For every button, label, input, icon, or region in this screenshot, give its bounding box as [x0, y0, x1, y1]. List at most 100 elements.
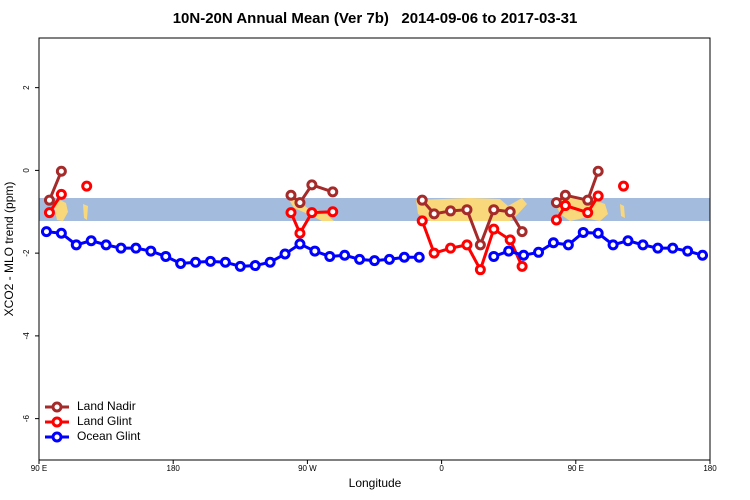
point [43, 194, 55, 206]
point [488, 250, 500, 262]
point [145, 245, 157, 257]
point [516, 260, 528, 272]
y-tick-label: 2 [22, 85, 31, 90]
point [518, 249, 530, 261]
legend-label: Land Nadir [77, 399, 136, 413]
plot-frame [38, 37, 711, 461]
point [398, 251, 410, 263]
point [324, 250, 336, 262]
y-tick-label: -4 [22, 332, 31, 340]
point [294, 238, 306, 250]
point [55, 188, 67, 200]
point [294, 197, 306, 209]
point [550, 197, 562, 209]
map-band [39, 198, 710, 221]
point [577, 226, 589, 238]
point [219, 256, 231, 268]
point [503, 245, 515, 257]
point [416, 215, 428, 227]
point [559, 189, 571, 201]
point [618, 180, 630, 192]
point [428, 208, 440, 220]
x-tick-label: 90 E [31, 464, 47, 473]
point [516, 226, 528, 238]
point [562, 239, 574, 251]
point [607, 239, 619, 251]
point [190, 256, 202, 268]
point [294, 227, 306, 239]
point [85, 235, 97, 247]
point [550, 214, 562, 226]
point [55, 165, 67, 177]
point [461, 239, 473, 251]
point [354, 253, 366, 265]
x-tick-label: 0 [439, 464, 444, 473]
x-tick-label: 180 [167, 464, 181, 473]
point [416, 194, 428, 206]
point [204, 255, 216, 267]
point [40, 226, 52, 238]
point [70, 239, 82, 251]
x-tick-label: 90 W [298, 464, 317, 473]
point [592, 190, 604, 202]
legend-marker [51, 401, 63, 413]
point [309, 245, 321, 257]
point [547, 237, 559, 249]
point [428, 247, 440, 259]
point [504, 206, 516, 218]
point [160, 250, 172, 262]
point [285, 189, 297, 201]
legend-marker [51, 431, 63, 443]
point [279, 248, 291, 260]
point [682, 245, 694, 257]
legend-label: Ocean Glint [77, 429, 141, 443]
point [306, 207, 318, 219]
x-axis-label: Longitude [349, 476, 402, 490]
point [697, 249, 709, 261]
point [504, 234, 516, 246]
point [622, 235, 634, 247]
legend-label: Land Glint [77, 414, 132, 428]
point [339, 249, 351, 261]
point [667, 242, 679, 254]
point [175, 257, 187, 269]
y-tick-label: -6 [22, 415, 31, 423]
y-tick-label: -2 [22, 249, 31, 257]
point [488, 223, 500, 235]
point [43, 207, 55, 219]
point [474, 239, 486, 251]
point [383, 253, 395, 265]
point [327, 186, 339, 198]
point [115, 242, 127, 254]
point [461, 204, 473, 216]
point [637, 239, 649, 251]
point [327, 206, 339, 218]
chart-title: 10N-20N Annual Mean (Ver 7b) 2014-09-06 … [173, 10, 578, 27]
point [100, 239, 112, 251]
point [582, 207, 594, 219]
point [234, 260, 246, 272]
point [488, 204, 500, 216]
x-tick-label: 180 [703, 464, 717, 473]
point [55, 227, 67, 239]
point [582, 194, 594, 206]
point [369, 255, 380, 267]
point [130, 242, 142, 254]
point [413, 251, 425, 263]
legend-marker [51, 416, 63, 428]
point [249, 260, 261, 272]
point [445, 205, 457, 217]
point [264, 256, 276, 268]
point [652, 242, 664, 254]
point [81, 180, 93, 192]
x-tick-label: 90 E [568, 464, 584, 473]
point [559, 200, 571, 212]
point [592, 227, 604, 239]
point [474, 264, 486, 276]
point [533, 246, 545, 258]
point [285, 207, 297, 219]
point [445, 242, 457, 254]
point [306, 179, 318, 191]
point [592, 165, 604, 177]
